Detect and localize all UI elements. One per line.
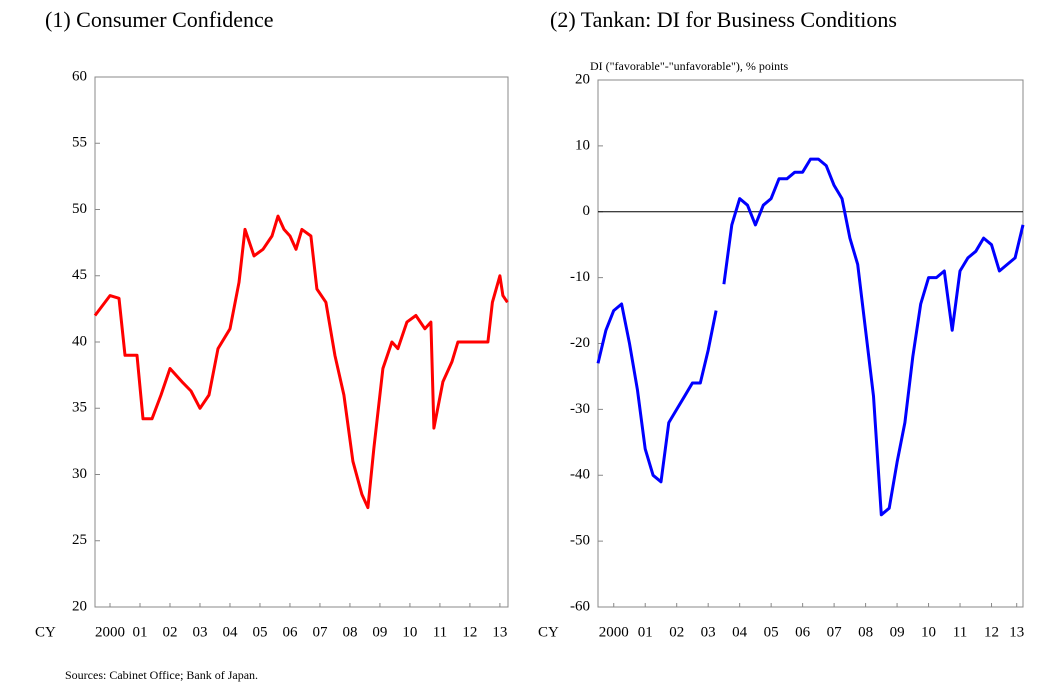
x-tick-label: 04 [732, 624, 748, 640]
y-tick-label: 55 [72, 135, 87, 151]
x-tick-label: 03 [701, 624, 716, 640]
x-tick-label: 02 [162, 624, 177, 640]
y-tick-label: 50 [72, 201, 87, 217]
x-tick-label: 01 [132, 624, 147, 640]
chart-title: (2) Tankan: DI for Business Conditions [550, 7, 897, 32]
y-tick-label: 20 [72, 598, 87, 614]
x-tick-label: 05 [252, 624, 267, 640]
x-tick-label: 04 [222, 624, 238, 640]
y-tick-label: -10 [570, 269, 590, 285]
x-axis-label: CY [35, 624, 56, 640]
y-tick-label: 60 [72, 68, 87, 84]
source-note: Sources: Cabinet Office; Bank of Japan. [65, 668, 258, 682]
x-tick-label: 02 [669, 624, 684, 640]
x-tick-label: 06 [282, 624, 298, 640]
x-tick-label: 11 [433, 624, 447, 640]
y-tick-label: 20 [575, 71, 590, 87]
data-line [596, 157, 1025, 517]
y-tick-label: -20 [570, 335, 590, 351]
y-tick-label: -30 [570, 401, 590, 417]
y-tick-label: -40 [570, 467, 590, 483]
y-tick-label: 45 [72, 267, 87, 283]
x-axis-label: CY [538, 624, 559, 640]
x-tick-label: 12 [462, 624, 477, 640]
x-tick-label: 10 [921, 624, 936, 640]
x-tick-label: 06 [795, 624, 811, 640]
x-tick-label: 09 [372, 624, 387, 640]
y-tick-label: 40 [72, 333, 87, 349]
plot-frame [94, 76, 509, 608]
data-line [93, 214, 509, 510]
x-tick-label: 10 [402, 624, 417, 640]
x-tick-label: 08 [858, 624, 873, 640]
x-tick-label: 01 [638, 624, 653, 640]
y-tick-label: 30 [72, 466, 87, 482]
x-tick-label: 07 [312, 624, 328, 640]
x-tick-label: 13 [492, 624, 507, 640]
y-axis-label: DI ("favorable"-"unfavorable"), % points [590, 59, 789, 73]
x-tick-label: 2000 [599, 624, 629, 640]
x-tick-label: 03 [192, 624, 207, 640]
y-tick-label: -60 [570, 598, 590, 614]
x-tick-label: 2000 [95, 624, 125, 640]
chart-title: (1) Consumer Confidence [45, 7, 274, 32]
x-tick-label: 07 [827, 624, 843, 640]
x-tick-label: 08 [342, 624, 357, 640]
y-tick-label: 0 [583, 203, 591, 219]
y-tick-label: -50 [570, 533, 590, 549]
y-tick-label: 35 [72, 400, 87, 416]
y-tick-label: 10 [575, 137, 590, 153]
x-tick-label: 13 [1009, 624, 1024, 640]
x-tick-label: 12 [984, 624, 999, 640]
x-tick-label: 05 [764, 624, 779, 640]
y-tick-label: 25 [72, 532, 87, 548]
x-tick-label: 11 [953, 624, 967, 640]
x-tick-label: 09 [890, 624, 905, 640]
